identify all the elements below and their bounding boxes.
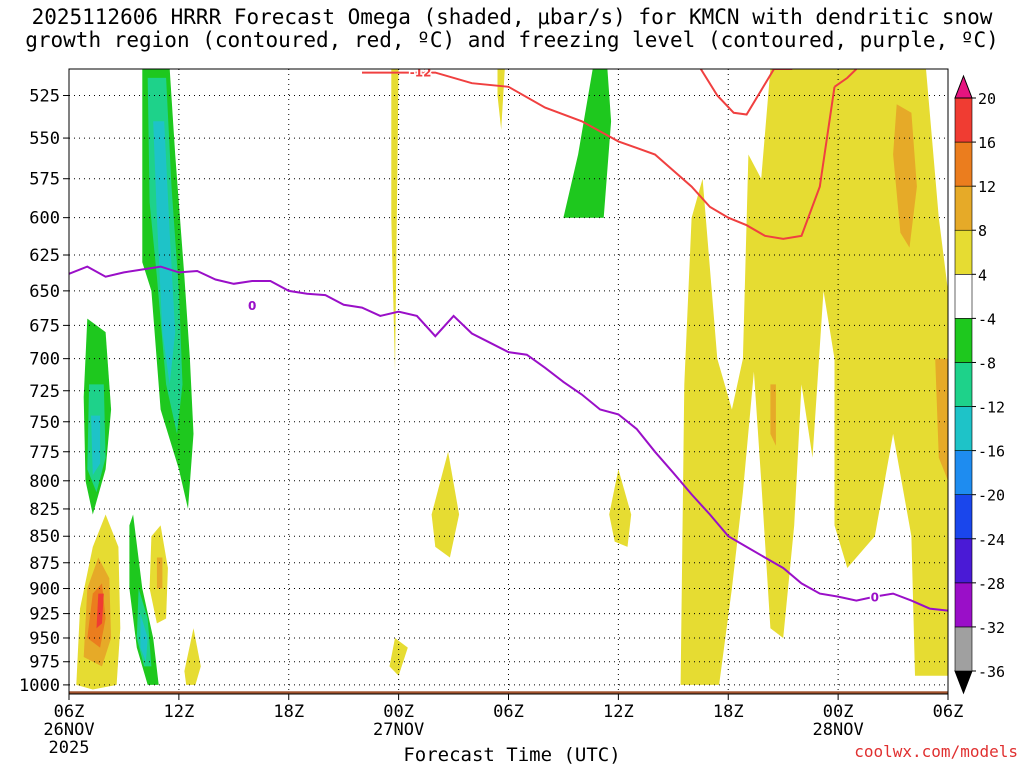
colorbar-band xyxy=(954,362,973,407)
omega-region-25 xyxy=(770,384,776,446)
chart-title-line1: 2025112606 HRRR Forecast Omega (shaded, … xyxy=(31,5,993,29)
omega-region-5 xyxy=(91,415,101,476)
colorbar-label: -28 xyxy=(978,575,1005,593)
terrain-fill xyxy=(69,691,948,694)
colorbar-band xyxy=(954,450,973,495)
freezing-level-label: 0 xyxy=(871,591,879,605)
omega-region-24 xyxy=(935,358,948,481)
y-tick-label-950: 950 xyxy=(29,629,60,649)
freezing-level-label: 0 xyxy=(248,299,256,313)
colorbar-band xyxy=(954,97,973,143)
y-axis: 525 550 575 600 625 650 675 700 725 750 775 800 825 8… xyxy=(19,87,69,696)
y-tick-label-725: 725 xyxy=(29,382,60,402)
colorbar-label: 12 xyxy=(978,178,996,196)
omega-region-22 xyxy=(680,69,948,685)
y-tick-label-800: 800 xyxy=(29,472,60,492)
colorbar-label: -4 xyxy=(978,310,996,328)
colorbar-band xyxy=(954,318,973,363)
y-tick-label-825: 825 xyxy=(29,500,60,520)
source-credit: coolwx.com/models xyxy=(854,742,1018,761)
y-tick-label-975: 975 xyxy=(29,653,60,673)
y-tick-label-925: 925 xyxy=(29,605,60,625)
colorbar-label: -20 xyxy=(978,487,1005,505)
dendritic-line-0 xyxy=(362,71,836,240)
y-tick-label-750: 750 xyxy=(29,413,60,433)
omega-region-9 xyxy=(563,69,612,218)
chart-title-line2: growth region (contoured, red, ºC) and f… xyxy=(25,28,999,52)
colorbar-band xyxy=(954,274,973,319)
colorbar-band xyxy=(954,141,973,187)
x-date-label: 27NOV xyxy=(373,720,424,740)
omega-region-17 xyxy=(391,69,399,372)
colorbar-band xyxy=(954,582,973,628)
dendritic-line-1 xyxy=(699,69,793,116)
y-tick-label-875: 875 xyxy=(29,554,60,574)
omega-shading xyxy=(76,69,948,690)
y-tick-label-525: 525 xyxy=(29,87,60,107)
x-tick-label-48: 06Z xyxy=(933,702,964,722)
colorbar-top-arrow xyxy=(954,74,973,99)
x-tick-label-18: 00Z xyxy=(383,702,414,722)
x-tick-label-0: 06Z xyxy=(54,702,85,722)
omega-region-23 xyxy=(893,104,917,248)
colorbar-band xyxy=(954,406,973,451)
colorbar: -36 -32 -28 -24 -20 -16 -12 -8 -4 4 8 12 16 20 xyxy=(954,74,1005,695)
omega-region-18 xyxy=(497,69,505,130)
omega-region-15 xyxy=(156,557,163,589)
freezing-level-line xyxy=(69,265,948,612)
grid-lines xyxy=(69,69,948,694)
y-tick-label-600: 600 xyxy=(29,209,60,229)
y-tick-label-650: 650 xyxy=(29,282,60,302)
y-tick-label-700: 700 xyxy=(29,350,60,370)
colorbar-band xyxy=(954,538,973,584)
y-tick-label-550: 550 xyxy=(29,129,60,149)
omega-region-2 xyxy=(153,121,176,385)
x-year-label: 2025 xyxy=(49,738,90,758)
omega-region-20 xyxy=(431,451,460,558)
omega-region-19 xyxy=(389,638,408,676)
colorbar-band xyxy=(954,626,973,672)
colorbar-label: -24 xyxy=(978,531,1005,549)
dendritic-label: -12 xyxy=(410,66,432,80)
y-tick-label-625: 625 xyxy=(29,246,60,266)
dendritic-line-2 xyxy=(833,69,858,88)
terrain-band xyxy=(69,691,948,694)
x-tick-label-36: 18Z xyxy=(713,702,744,722)
y-tick-label-775: 775 xyxy=(29,443,60,463)
colorbar-label: -36 xyxy=(978,663,1005,681)
colorbar-label: 8 xyxy=(978,222,987,240)
chart-title: 2025112606 HRRR Forecast Omega (shaded, … xyxy=(0,6,1024,52)
colorbar-label: -16 xyxy=(978,443,1005,461)
colorbar-band xyxy=(954,185,973,231)
y-tick-label-850: 850 xyxy=(29,527,60,547)
colorbar-bottom-arrow xyxy=(954,670,973,695)
colorbar-label: -32 xyxy=(978,619,1005,637)
colorbar-band xyxy=(954,229,973,275)
colorbar-label: -12 xyxy=(978,399,1005,417)
y-tick-label-575: 575 xyxy=(29,170,60,190)
x-tick-label-12: 18Z xyxy=(273,702,304,722)
omega-region-21 xyxy=(609,469,632,547)
x-date-label: 26NOV xyxy=(43,720,94,740)
omega-region-16 xyxy=(184,628,201,685)
x-tick-label-6: 12Z xyxy=(164,702,195,722)
contour-lines: 0 0 -12 xyxy=(69,66,948,612)
colorbar-label: -8 xyxy=(978,354,996,372)
x-date-label: 28NOV xyxy=(813,720,864,740)
colorbar-band xyxy=(954,494,973,540)
y-tick-label-675: 675 xyxy=(29,316,60,336)
x-tick-label-30: 12Z xyxy=(603,702,634,722)
colorbar-label: 4 xyxy=(978,266,987,284)
y-tick-label-1000: 1000 xyxy=(19,676,60,696)
x-tick-label-24: 06Z xyxy=(493,702,524,722)
colorbar-label: 16 xyxy=(978,134,996,152)
x-tick-label-42: 00Z xyxy=(823,702,854,722)
omega-region-13 xyxy=(96,593,104,629)
omega-region-6 xyxy=(129,514,159,685)
y-tick-label-900: 900 xyxy=(29,580,60,600)
colorbar-label: 20 xyxy=(978,90,996,108)
x-axis-title: Forecast Time (UTC) xyxy=(403,744,621,766)
